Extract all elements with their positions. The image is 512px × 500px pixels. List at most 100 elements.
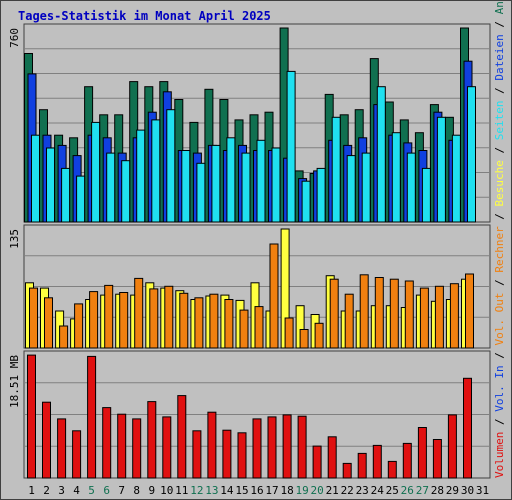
bar-rechner-day-1 [29,287,38,349]
x-tick-label: 15 [235,484,248,497]
bar-rechner-day-3 [59,325,69,349]
bar-volumen-day-12 [192,430,202,479]
x-tick-label: 9 [148,484,155,497]
bar-rechner-day-5 [89,291,99,349]
x-tick-label: 2 [43,484,50,497]
bar-volumen-day-3 [57,418,67,479]
bar-volumen-day-2 [42,401,51,479]
bar-rechner-day-18 [284,317,294,349]
bar-seiten-day-20 [316,167,326,223]
bar-rechner-day-16 [254,306,264,349]
bar-volumen-day-6 [102,407,112,479]
x-tick-label: 7 [118,484,125,497]
bar-rechner-day-24 [374,277,384,349]
bar-seiten-day-19 [301,180,311,223]
bar-volumen-day-29 [447,414,457,479]
x-tick-label: 29 [446,484,459,497]
bar-rechner-day-2 [44,297,53,349]
bar-volumen-day-16 [252,418,262,479]
x-tick-label: 21 [326,484,339,497]
bar-volumen-day-11 [177,395,187,479]
bar-seiten-day-9 [151,119,161,223]
bar-volumen-day-9 [147,401,157,479]
x-tick-label: 11 [175,484,188,497]
bar-seiten-day-16 [256,139,266,223]
bar-rechner-day-7 [119,292,129,349]
bar-rechner-day-26 [404,280,414,349]
bar-volumen-day-30 [463,377,472,479]
bar-seiten-day-29 [451,134,461,223]
x-tick-label: 6 [103,484,110,497]
hits-panel: 760 [8,23,491,223]
bar-rechner-day-11 [179,292,189,349]
bar-seiten-day-26 [406,152,416,223]
bar-volumen-day-20 [312,445,322,479]
bar-volumen-day-7 [117,413,127,479]
x-tick-label: 25 [386,484,399,497]
x-tick-label: 13 [205,484,218,497]
bar-seiten-day-24 [376,86,386,223]
bar-volumen-day-22 [342,462,352,479]
bar-rechner-day-20 [314,322,324,349]
legend-separator: / [493,346,506,366]
bar-volumen-day-15 [237,432,247,479]
x-tick-label: 14 [220,484,234,497]
x-tick-label: 23 [356,484,369,497]
legend-entry: Besuche [493,160,506,206]
bar-rechner-day-8 [134,277,144,349]
bar-rechner-day-9 [149,288,159,349]
bar-seiten-day-14 [226,137,236,223]
bar-volumen-day-25 [387,460,397,479]
y-max-label: 18.51 MB [8,355,21,408]
legend-separator: / [493,412,506,432]
bar-seiten-day-28 [436,116,446,223]
bar-rechner-day-19 [299,329,309,349]
volume-panel: 18.51 MB [8,350,491,479]
x-tick-label: 28 [431,484,444,497]
x-tick-label: 12 [190,484,203,497]
bar-seiten-day-8 [136,129,146,223]
legend-entry: Dateien [493,34,506,80]
bar-rechner-day-13 [209,293,219,349]
legend-entry: Volumen [493,432,506,478]
legend-entry: Vol. Out [493,293,506,346]
legend-entry: Anfragen [493,0,506,14]
bar-rechner-day-25 [389,278,399,349]
x-tick-label: 16 [250,484,263,497]
bar-seiten-day-23 [361,152,371,223]
bar-seiten-day-13 [211,144,221,223]
bar-volumen-day-13 [207,411,217,479]
bar-volumen-day-18 [282,414,292,479]
bar-rechner-day-10 [164,285,174,349]
bar-rechner-day-17 [269,243,279,349]
bar-seiten-day-1 [31,134,40,223]
x-tick-label: 3 [58,484,65,497]
bar-seiten-day-5 [91,121,101,223]
bar-volumen-day-26 [402,442,412,479]
bar-rechner-day-30 [465,273,474,349]
legend-entry: Seiten [493,100,506,140]
bar-seiten-day-17 [271,147,281,223]
bar-rechner-day-27 [419,287,429,349]
x-tick-label: 30 [461,484,474,497]
bar-volumen-day-14 [222,429,232,479]
bar-volumen-day-5 [87,355,97,479]
bar-volumen-day-4 [72,430,82,479]
bar-rechner-day-6 [104,284,114,349]
x-tick-label: 18 [280,484,293,497]
bar-seiten-day-21 [331,116,341,223]
bar-seiten-day-12 [196,162,206,223]
bar-volumen-day-8 [132,418,142,479]
y-max-label: 760 [8,28,21,48]
bar-volumen-day-28 [432,439,442,479]
legend-separator: / [493,140,506,160]
bar-seiten-day-3 [61,167,71,223]
legend-entry: Vol. In [493,365,506,411]
y-max-label: 135 [8,229,21,249]
bar-volumen-day-24 [372,444,382,479]
x-tick-label: 4 [73,484,80,497]
bar-rechner-day-12 [194,297,204,349]
right-legend: Volumen / Vol. In / Vol. Out / Rechner /… [493,0,506,478]
